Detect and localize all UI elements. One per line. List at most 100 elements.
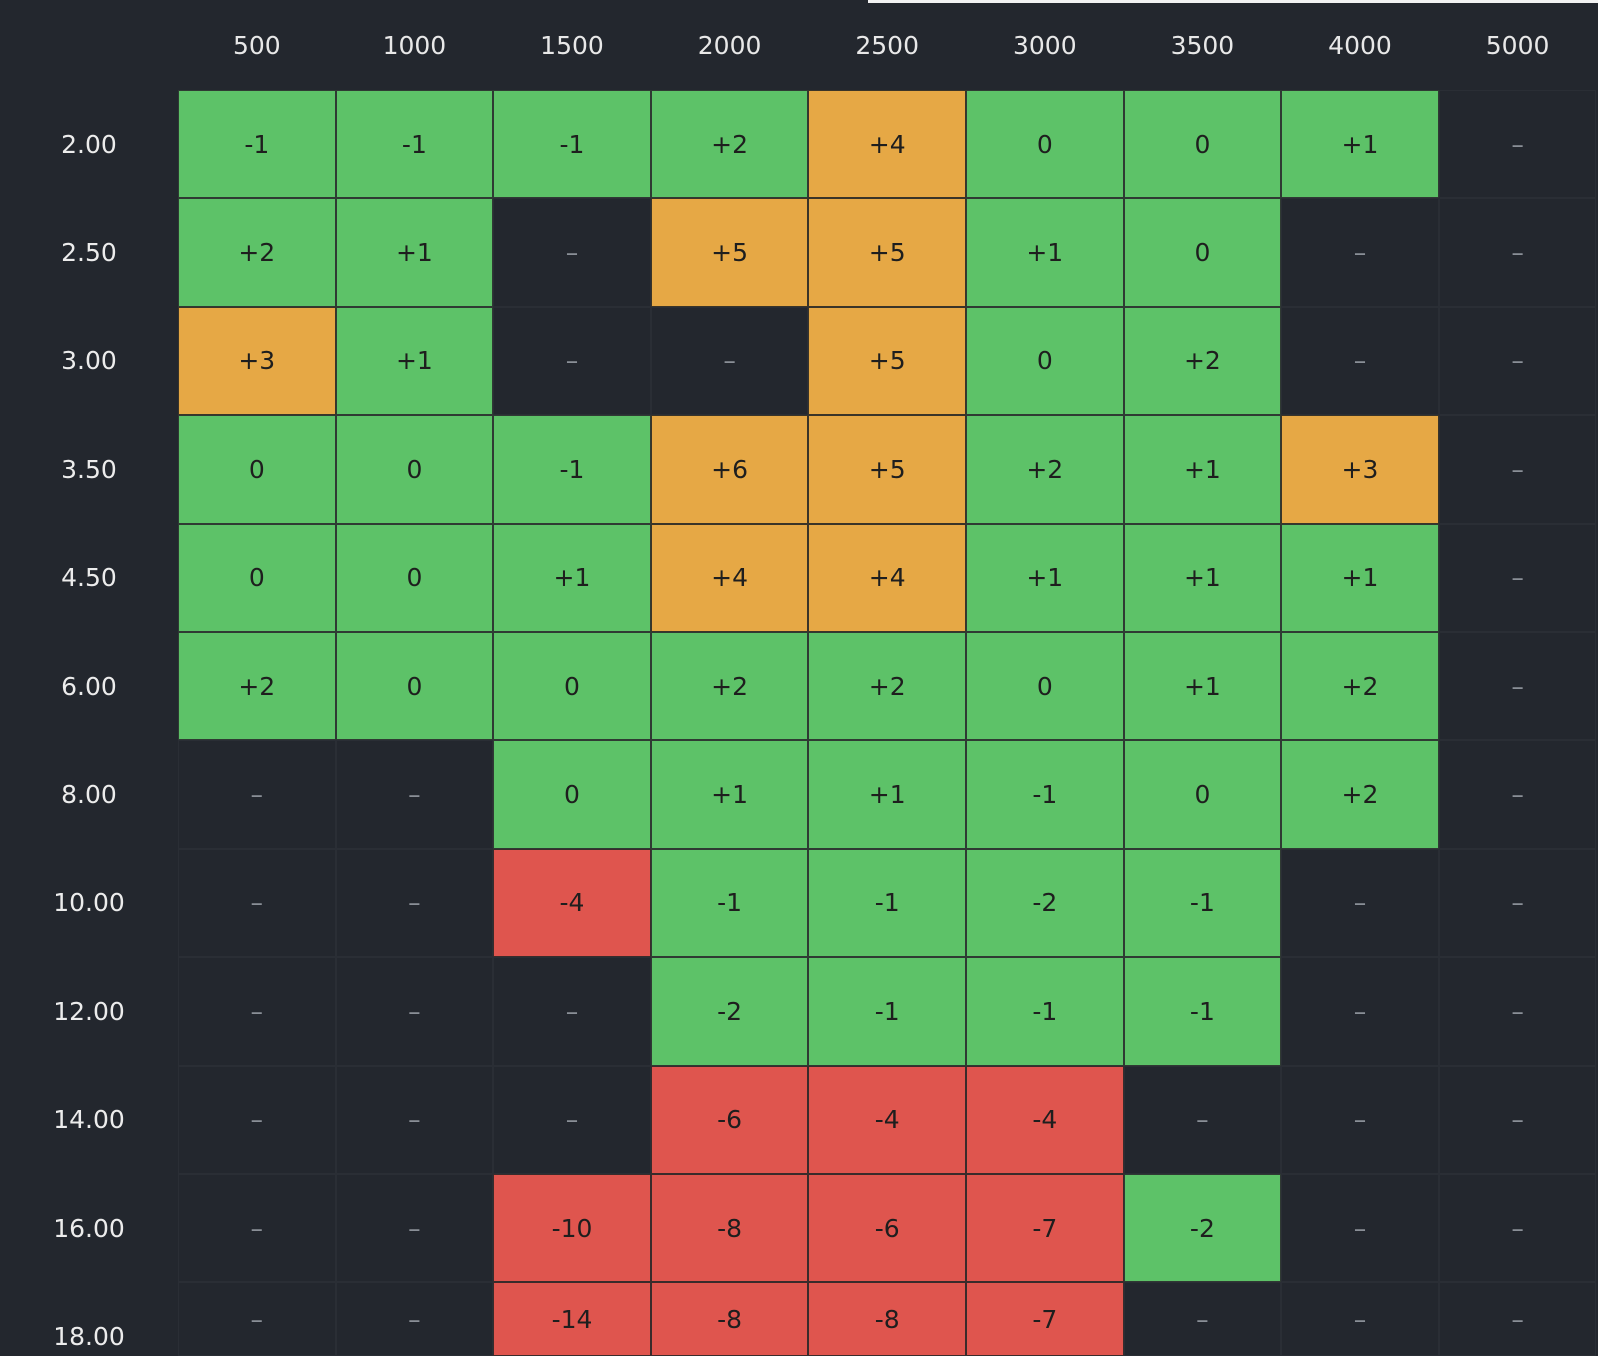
- table-cell: –: [1281, 957, 1439, 1066]
- table-cell: 0: [966, 90, 1124, 199]
- table-cell: 0: [178, 523, 336, 632]
- table-cell: 0: [966, 632, 1124, 741]
- row-header: 12.00: [53, 996, 125, 1026]
- row-header: 4.50: [61, 563, 117, 593]
- column-header: 500: [232, 30, 281, 60]
- table-cell: +4: [650, 523, 809, 632]
- table-cell: –: [650, 306, 809, 416]
- table-cell: –: [335, 740, 494, 849]
- table-cell: –: [493, 306, 651, 416]
- column-header: 3000: [1012, 30, 1077, 60]
- table-cell: +5: [808, 415, 966, 524]
- table-cell: +3: [178, 306, 336, 416]
- table-cell: –: [1281, 1065, 1439, 1174]
- table-cell: -8: [650, 1282, 809, 1356]
- table-cell: -4: [493, 848, 651, 958]
- table-cell: –: [335, 1282, 494, 1356]
- table-cell: –: [1123, 1282, 1282, 1356]
- table-cell: +1: [1123, 523, 1282, 632]
- table-cell: -1: [493, 90, 651, 199]
- table-cell: -1: [808, 848, 966, 958]
- row-header: 3.00: [61, 346, 117, 376]
- table-cell: –: [178, 1174, 336, 1283]
- table-cell: +2: [650, 90, 809, 199]
- table-cell: –: [1438, 740, 1597, 849]
- table-cell: +1: [808, 740, 966, 849]
- row-header: 2.50: [61, 238, 117, 268]
- table-cell: –: [178, 1282, 336, 1356]
- table-cell: –: [178, 1065, 336, 1174]
- table-cell: +2: [966, 415, 1124, 524]
- table-cell: –: [335, 1065, 494, 1174]
- column-header: 2000: [697, 30, 762, 60]
- table-cell: -10: [493, 1174, 651, 1283]
- table-cell: -6: [808, 1174, 966, 1283]
- table-cell: -1: [178, 90, 336, 199]
- row-header: 3.50: [61, 454, 117, 484]
- table-cell: -1: [335, 90, 494, 199]
- table-cell: –: [493, 198, 651, 307]
- table-cell: +3: [1281, 415, 1439, 524]
- table-cell: -1: [1123, 848, 1282, 958]
- row-header: 14.00: [53, 1105, 125, 1135]
- column-header: 5000: [1485, 30, 1550, 60]
- table-cell: -14: [493, 1282, 651, 1356]
- column-header: 3500: [1170, 30, 1235, 60]
- column-header: 1500: [540, 30, 604, 60]
- table-cell: –: [493, 1065, 651, 1174]
- table-cell: +1: [966, 523, 1124, 632]
- table-cell: 0: [1123, 740, 1282, 849]
- row-header: 6.00: [61, 671, 117, 701]
- table-cell: –: [1438, 415, 1597, 524]
- table-cell: –: [1281, 306, 1439, 416]
- table-cell: +1: [335, 306, 494, 416]
- table-cell: –: [335, 1174, 494, 1283]
- table-cell: -1: [493, 415, 651, 524]
- table-cell: –: [178, 957, 336, 1066]
- table-cell: –: [1438, 523, 1597, 632]
- row-header: 8.00: [61, 780, 117, 810]
- table-cell: –: [1438, 198, 1597, 307]
- table-cell: +4: [808, 90, 966, 199]
- table-cell: –: [1281, 198, 1439, 307]
- table-cell: 0: [1123, 90, 1282, 199]
- table-cell: +2: [1281, 740, 1439, 849]
- table-cell: -2: [966, 848, 1124, 958]
- table-cell: 0: [335, 523, 494, 632]
- table-cell: +4: [808, 523, 966, 632]
- table-cell: 0: [966, 306, 1124, 416]
- table-cell: 0: [178, 415, 336, 524]
- row-header: 10.00: [53, 888, 125, 918]
- row-header: 2.00: [61, 129, 117, 159]
- table-cell: +2: [650, 632, 809, 741]
- row-header: 16.00: [53, 1213, 125, 1243]
- row-header: 18.00: [53, 1322, 125, 1352]
- table-cell: +6: [650, 415, 809, 524]
- table-cell: -1: [966, 957, 1124, 1066]
- column-header: 2500: [855, 30, 919, 60]
- table-cell: -1: [966, 740, 1124, 849]
- table-cell: +5: [650, 198, 809, 307]
- table-cell: 0: [335, 415, 494, 524]
- table-cell: 0: [493, 632, 651, 741]
- table-cell: –: [1281, 1174, 1439, 1283]
- column-header: 1000: [382, 30, 447, 60]
- table-cell: +1: [1281, 90, 1439, 199]
- table-cell: –: [1281, 848, 1439, 958]
- table-cell: –: [1123, 1065, 1282, 1174]
- table-cell: -8: [808, 1282, 966, 1356]
- table-cell: –: [1438, 1065, 1597, 1174]
- table-cell: -1: [808, 957, 966, 1066]
- table-cell: -7: [966, 1174, 1124, 1283]
- table-cell: –: [493, 957, 651, 1066]
- table-cell: –: [335, 957, 494, 1066]
- table-cell: –: [1438, 306, 1597, 416]
- table-cell: –: [1438, 632, 1597, 741]
- table-cell: -8: [650, 1174, 809, 1283]
- table-cell: –: [178, 848, 336, 958]
- table-cell: –: [1281, 1282, 1439, 1356]
- table-cell: –: [178, 740, 336, 849]
- table-cell: +2: [1281, 632, 1439, 741]
- table-cell: –: [1438, 90, 1597, 199]
